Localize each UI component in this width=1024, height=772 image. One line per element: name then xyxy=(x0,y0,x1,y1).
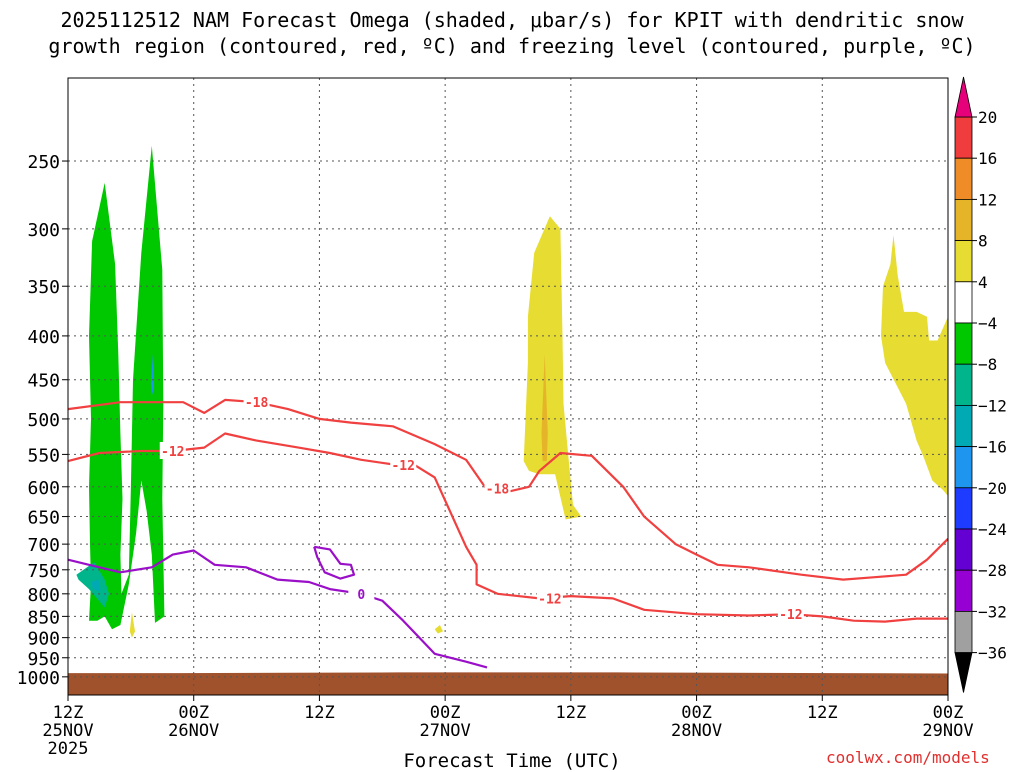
purple-contour-label-0: 0 xyxy=(357,588,365,603)
omega-region-2 xyxy=(150,354,154,396)
purple-contour-label-bg-0 xyxy=(348,584,375,602)
red-contour-label-bg-5 xyxy=(777,605,804,623)
axis-ticks-and-labels: 2503003504004505005506006507007508008509… xyxy=(17,152,974,759)
colorbar-label-2: 12 xyxy=(978,190,997,209)
red-contour-label-5: -12 xyxy=(779,608,802,623)
colorbar-label-7: −12 xyxy=(978,396,1007,415)
red-contour-label-bg-4 xyxy=(536,589,563,607)
colorbar-label-6: −8 xyxy=(978,355,997,374)
x-tick-label-12-1: 00Z xyxy=(178,703,209,723)
omega-region-0 xyxy=(89,145,165,630)
colorbar-label-1: 16 xyxy=(978,149,997,168)
y-tick-label-350: 350 xyxy=(27,277,60,298)
ground-area xyxy=(68,672,948,695)
x-tick-label-84-2: 29NOV xyxy=(922,721,973,741)
omega-region-8 xyxy=(881,235,948,496)
x-tick-label-72-1: 12Z xyxy=(807,703,838,723)
y-tick-label-250: 250 xyxy=(27,152,60,173)
red-contour-label-4: -12 xyxy=(538,592,561,607)
omega-region-3 xyxy=(91,579,101,592)
grid-lines xyxy=(68,78,948,695)
y-tick-label-600: 600 xyxy=(27,478,60,499)
x-tick-label-0-3: 2025 xyxy=(48,739,89,759)
colorbar-swatch-6 xyxy=(954,363,973,406)
red-contour-label-0: -18 xyxy=(245,396,269,411)
colorbar-swatch-4 xyxy=(954,281,973,324)
colorbar: 20 16 12 8 4 −4 −8 −12 −16 −20 −24 −28 −32 −36 xyxy=(954,76,1007,693)
colorbar-swatch-2 xyxy=(954,198,973,241)
y-tick-label-900: 900 xyxy=(27,629,60,650)
colorbar-label-12: −32 xyxy=(978,602,1007,621)
chart-title-line-2: growth region (contoured, red, ºC) and f… xyxy=(48,34,976,58)
colorbar-label-10: −24 xyxy=(978,520,1007,539)
y-tick-label-550: 550 xyxy=(27,445,60,466)
y-tick-label-300: 300 xyxy=(27,220,60,241)
x-tick-label-24-1: 12Z xyxy=(304,703,335,723)
omega-shaded-regions xyxy=(76,145,948,638)
y-tick-label-850: 850 xyxy=(27,607,60,628)
y-tick-label-800: 800 xyxy=(27,585,60,606)
chart-title-line-1: 2025112512 NAM Forecast Omega (shaded, μ… xyxy=(60,8,964,32)
x-axis-label: Forecast Time (UTC) xyxy=(403,750,621,772)
y-tick-label-650: 650 xyxy=(27,508,60,529)
red-contour-label-bg-1 xyxy=(484,479,511,497)
colorbar-label-8: −16 xyxy=(978,438,1007,457)
x-tick-label-12-2: 26NOV xyxy=(168,721,219,741)
y-tick-label-500: 500 xyxy=(27,410,60,431)
colorbar-swatch-9 xyxy=(954,487,973,530)
colorbar-swatch-5 xyxy=(954,322,973,365)
colorbar-label-3: 8 xyxy=(978,232,988,251)
colorbar-swatch-8 xyxy=(954,446,973,489)
colorbar-swatch-0 xyxy=(954,116,973,159)
colorbar-label-4: 4 xyxy=(978,273,988,292)
x-tick-label-0-1: 12Z xyxy=(53,703,84,723)
y-tick-label-950: 950 xyxy=(27,649,60,670)
purple-contour-line-0 xyxy=(67,549,488,669)
plot-border xyxy=(67,77,949,696)
colorbar-bottom-arrow xyxy=(954,652,973,693)
colorbar-swatch-11 xyxy=(954,569,973,612)
omega-region-7 xyxy=(434,625,443,634)
red-contour-label-3: -12 xyxy=(391,459,414,474)
ground-layer xyxy=(68,672,948,695)
colorbar-swatch-1 xyxy=(954,157,973,200)
y-tick-label-1000: 1000 xyxy=(17,668,60,689)
plot-frame xyxy=(67,77,949,696)
colorbar-label-5: −4 xyxy=(978,314,997,333)
x-tick-label-60-1: 00Z xyxy=(681,703,712,723)
y-tick-label-400: 400 xyxy=(27,327,60,348)
contour-lines: -18 -18 -12 -12 -12 -12 0 xyxy=(67,393,949,669)
colorbar-label-9: −20 xyxy=(978,479,1007,498)
y-tick-label-450: 450 xyxy=(27,371,60,392)
red-contour-label-2: -12 xyxy=(161,445,184,460)
y-tick-label-750: 750 xyxy=(27,561,60,582)
red-contour-label-bg-3 xyxy=(390,456,417,474)
colorbar-label-0: 20 xyxy=(978,108,997,127)
omega-region-6 xyxy=(129,612,135,638)
colorbar-swatch-3 xyxy=(954,240,973,283)
red-contour-label-bg-2 xyxy=(159,442,186,460)
omega-region-5 xyxy=(541,354,548,462)
colorbar-label-11: −28 xyxy=(978,561,1007,580)
red-contour-label-bg-0 xyxy=(243,393,270,411)
colorbar-swatch-7 xyxy=(954,404,973,447)
x-tick-label-84-1: 00Z xyxy=(933,703,964,723)
x-tick-label-36-2: 27NOV xyxy=(420,721,471,741)
red-contour-label-1: -18 xyxy=(486,483,510,498)
colorbar-top-arrow xyxy=(954,76,973,118)
x-tick-label-0-2: 25NOV xyxy=(42,721,93,741)
x-tick-label-60-2: 28NOV xyxy=(671,721,722,741)
credit-text: coolwx.com/models xyxy=(826,748,990,767)
omega-region-4 xyxy=(523,216,582,520)
y-tick-label-700: 700 xyxy=(27,535,60,556)
colorbar-swatch-12 xyxy=(954,611,973,654)
x-tick-label-48-1: 12Z xyxy=(555,703,586,723)
x-tick-label-36-1: 00Z xyxy=(430,703,461,723)
colorbar-label-13: −36 xyxy=(978,644,1007,663)
purple-contour-line-1 xyxy=(313,545,356,580)
colorbar-swatch-10 xyxy=(954,528,973,571)
